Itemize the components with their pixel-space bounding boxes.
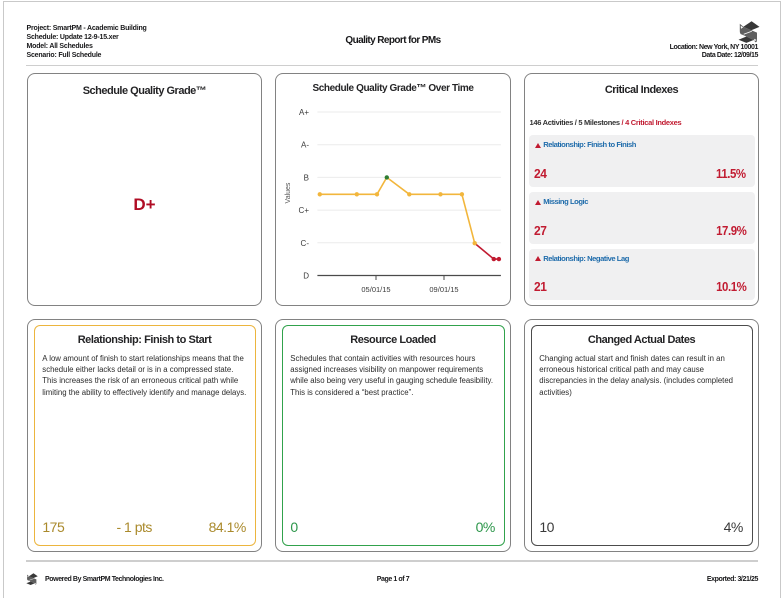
svg-text:A-: A-: [301, 141, 309, 150]
svg-text:09/01/15: 09/01/15: [429, 285, 458, 294]
svg-text:Values: Values: [285, 182, 292, 203]
svg-text:D: D: [303, 272, 309, 281]
svg-text:C+: C+: [299, 206, 310, 215]
svg-text:A+: A+: [299, 108, 309, 117]
svg-text:05/01/15: 05/01/15: [361, 285, 390, 294]
svg-text:C-: C-: [301, 239, 310, 248]
svg-text:B: B: [304, 173, 309, 182]
